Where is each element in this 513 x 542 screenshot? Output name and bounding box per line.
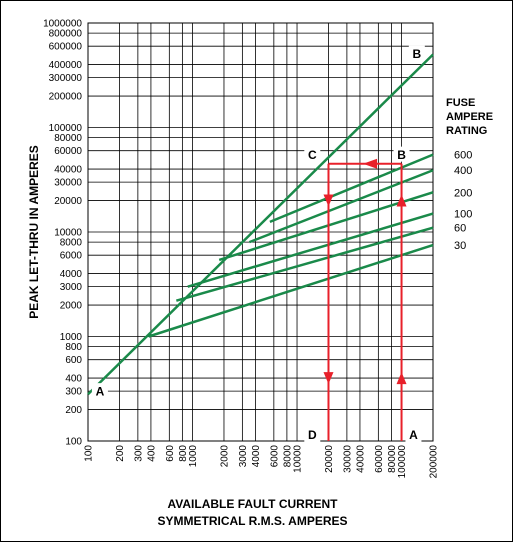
x-tick-labels: 100 200 300 400 600 800 1000 2000 3000 4000 6000 80… [84, 445, 440, 479]
letter-bg [405, 426, 422, 442]
fuse-rating-200: 200 [454, 187, 472, 199]
y-tick-label: 100000 [49, 123, 83, 134]
letter-bg [393, 146, 410, 162]
x-tick-label: 600 [165, 445, 176, 462]
y-axis-title: PEAK LET-THRU IN AMPERES [27, 145, 41, 319]
y-tick-label: 30000 [54, 178, 82, 189]
fuse-rating-labels: FUSE AMPERE RATING 600 400 200 100 60 30 [446, 97, 493, 252]
y-tick-label: 200 [65, 405, 82, 416]
y-tick-label: 300 [65, 387, 82, 398]
x-tick-label: 2000 [219, 445, 230, 468]
curve-30 [148, 243, 434, 338]
x-tick-label: 3000 [238, 445, 249, 468]
x-tick-label: 40000 [355, 445, 366, 473]
point-letter-B: B [397, 148, 406, 162]
arrowhead [323, 372, 334, 385]
point-letter-C: C [308, 148, 317, 162]
curve-600 [269, 153, 434, 224]
legend-title-line: RATING [446, 125, 487, 137]
point-letter-A: A [409, 428, 418, 442]
y-tick-label: 40000 [54, 165, 82, 176]
x-tick-label: 800 [178, 445, 189, 462]
y-tick-label: 400000 [49, 60, 83, 71]
curve-100 [187, 212, 434, 288]
x-tick-label: 8000 [282, 445, 293, 468]
y-tick-label: 200000 [49, 92, 83, 103]
x-tick-label: 300 [133, 445, 144, 462]
x-axis-title-line2: SYMMETRICAL R.M.S. AMPERES [157, 514, 347, 528]
letter-bg [408, 45, 425, 61]
arrowhead [363, 158, 378, 169]
arrowhead [396, 194, 407, 207]
curve-A-B [87, 53, 434, 396]
x-axis-title-line1: AVAILABLE FAULT CURRENT [168, 497, 339, 511]
letter-bg [304, 426, 321, 442]
x-tick-label: 10000 [293, 445, 304, 473]
x-tick-label: 100000 [397, 445, 408, 479]
x-tick-label: 6000 [269, 445, 280, 468]
y-tick-label: 80000 [54, 133, 82, 144]
y-tick-label: 3000 [60, 282, 83, 293]
y-tick-label: 800000 [49, 29, 83, 40]
y-tick-label: 60000 [54, 146, 82, 157]
legend-title-line: FUSE [446, 97, 475, 109]
y-tick-label: 600 [65, 355, 82, 366]
fuse-curves [87, 53, 434, 396]
x-tick-label: 4000 [251, 445, 262, 468]
y-tick-label: 100 [65, 437, 82, 448]
y-tick-label: 20000 [54, 196, 82, 207]
letter-bg [91, 383, 108, 399]
y-tick-label: 800 [65, 342, 82, 353]
curve-200 [218, 191, 434, 262]
x-tick-label: 200000 [429, 445, 440, 479]
grid-lines [87, 22, 434, 442]
fuse-rating-600: 600 [454, 150, 472, 162]
x-tick-label: 1000 [188, 445, 199, 468]
y-tick-label: 400 [65, 374, 82, 385]
point-letters: A A B B C D [91, 45, 425, 442]
x-tick-label: 80000 [387, 445, 398, 473]
point-letter-B: B [412, 47, 421, 61]
x-tick-label: 20000 [324, 445, 335, 473]
y-tick-label: 10000 [54, 228, 82, 239]
fuse-rating-100: 100 [454, 209, 472, 221]
x-tick-label: 30000 [342, 445, 353, 473]
y-tick-label: 600000 [49, 42, 83, 53]
y-tick-label: 4000 [60, 269, 83, 280]
y-tick-label: 6000 [60, 251, 83, 262]
x-tick-label: 100 [84, 445, 95, 462]
y-tick-label: 1000 [60, 332, 83, 343]
red-arrows [323, 158, 407, 441]
letter-bg [304, 146, 321, 162]
y-tick-label: 8000 [60, 238, 83, 249]
y-tick-label: 1000000 [43, 19, 82, 30]
point-letter-A: A [96, 385, 105, 399]
x-tick-label: 60000 [374, 445, 385, 473]
legend-title-line: AMPERE [446, 111, 493, 123]
y-tick-label: 300000 [49, 73, 83, 84]
point-letter-D: D [308, 428, 317, 442]
x-tick-label: 200 [115, 445, 126, 462]
fuse-rating-60: 60 [454, 223, 466, 235]
fuse-rating-400: 400 [454, 165, 472, 177]
x-tick-label: 400 [146, 445, 157, 462]
arrowhead [396, 372, 407, 385]
arrowhead [323, 194, 334, 207]
y-tick-label: 2000 [60, 301, 83, 312]
curve-60 [175, 226, 434, 302]
fuse-rating-30: 30 [454, 240, 466, 252]
